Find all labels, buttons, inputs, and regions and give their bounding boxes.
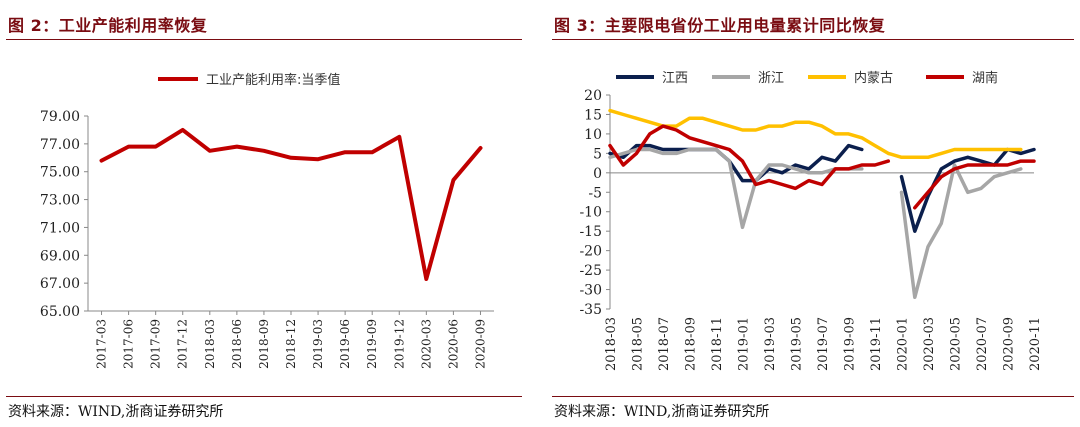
x-tick-label: 2018-03 <box>604 317 619 371</box>
legend-label-1: 浙江 <box>758 71 784 86</box>
right-figure-title: 图 3：主要限电省份工业用电量累计同比恢复 <box>554 16 886 35</box>
left-source-note: 资料来源：WIND,浙商证券研究所 <box>8 404 224 420</box>
x-tick-label: 2019-03 <box>763 317 778 371</box>
y-tick-label: 20 <box>584 88 602 104</box>
y-tick-label: 67.00 <box>40 276 80 292</box>
x-tick-label: 2019-03 <box>311 319 325 369</box>
left-panel: 图 2：工业产能利用率恢复 工业产能利用率:当季值 65.00 67.00 69.00… <box>0 0 528 427</box>
x-tick-label: 2018-05 <box>631 317 646 371</box>
y-tick-label: 0 <box>593 166 602 182</box>
legend-label-capacity: 工业产能利用率:当季值 <box>206 72 340 88</box>
series-line-3 <box>608 124 1036 210</box>
x-tick-label: 2020-09 <box>473 319 487 369</box>
y-tick-label: 77.00 <box>40 137 80 153</box>
right-title-rule <box>552 39 1074 40</box>
y-tick-label: 10 <box>584 127 602 143</box>
left-figure-title: 图 2：工业产能利用率恢复 <box>8 16 208 35</box>
y-tick-label: 75.00 <box>40 165 80 181</box>
x-tick-label: 2019-01 <box>737 317 752 371</box>
x-tick-label: 2020-03 <box>419 319 433 369</box>
x-tick-label: 2018-09 <box>684 317 699 371</box>
capacity-utilization-chart: 工业产能利用率:当季值 65.00 67.00 69.00 71.00 73.00 75.0… <box>40 72 494 369</box>
right-panel: 图 3：主要限电省份工业用电量累计同比恢复 江西 浙江 内蒙古 湖南 -35 -30 -25… <box>546 0 1080 427</box>
x-tick-label: 2018-03 <box>203 319 217 369</box>
x-tick-label: 2019-11 <box>869 317 884 371</box>
x-tick-label: 2020-11 <box>1028 317 1043 371</box>
x-tick-label: 2018-11 <box>710 317 725 371</box>
y-tick-label: 69.00 <box>40 248 80 264</box>
x-tick-label: 2019-07 <box>816 317 831 371</box>
series-line-1 <box>608 147 1023 300</box>
y-tick-label: -5 <box>588 185 602 201</box>
y-tick-label: 73.00 <box>40 193 80 209</box>
y-tick-label: 71.00 <box>40 220 80 236</box>
x-tick-label: 2020-05 <box>949 317 964 371</box>
x-tick-label: 2020-07 <box>975 317 990 371</box>
legend-label-3: 湖南 <box>972 70 998 86</box>
x-tick-label: 2019-09 <box>843 317 858 371</box>
y-tick-label: 65.00 <box>40 304 80 320</box>
y-tick-label: -35 <box>579 302 602 318</box>
x-tick-label: 2017-09 <box>149 319 163 369</box>
y-tick-label: -20 <box>579 244 602 260</box>
x-tick-label: 2019-12 <box>392 319 406 369</box>
legend-label-2: 内蒙古 <box>854 70 893 86</box>
series-line-capacity <box>99 127 483 281</box>
x-tick-label: 2019-09 <box>365 319 379 369</box>
x-tick-label: 2020-06 <box>446 319 460 369</box>
right-source-note: 资料来源：WIND,浙商证券研究所 <box>554 404 770 420</box>
legend-label-0: 江西 <box>662 71 688 86</box>
x-tick-label: 2020-09 <box>1002 317 1017 371</box>
left-source-rule <box>6 396 522 397</box>
x-tick-label: 2019-05 <box>790 317 805 371</box>
y-tick-label: 5 <box>593 146 602 162</box>
x-tick-label: 2017-12 <box>176 319 190 369</box>
x-tick-label: 2018-09 <box>257 319 271 369</box>
y-tick-label: -30 <box>579 283 602 299</box>
x-tick-label: 2020-01 <box>896 317 911 371</box>
x-tick-label: 2018-07 <box>657 317 672 371</box>
x-tick-label: 2018-06 <box>230 319 244 369</box>
right-source-rule <box>552 396 1074 397</box>
x-tick-label: 2018-12 <box>284 319 298 369</box>
series-line-0 <box>608 143 1036 233</box>
y-tick-label: -10 <box>579 205 602 221</box>
y-tick-label: -25 <box>579 263 602 279</box>
y-tick-label: 15 <box>584 107 602 123</box>
x-tick-label: 2019-06 <box>338 319 352 369</box>
x-tick-label: 2017-03 <box>95 319 109 369</box>
industrial-power-chart: 江西 浙江 内蒙古 湖南 -35 -30 -25 -20 -15 -10 -5 0 5 10 15 20 201… <box>579 70 1043 371</box>
y-tick-label: -15 <box>579 224 602 240</box>
left-title-rule <box>6 39 522 40</box>
series-line-2 <box>608 108 1023 160</box>
x-tick-label: 2020-03 <box>922 317 937 371</box>
x-tick-label: 2017-06 <box>122 319 136 369</box>
y-tick-label: 79.00 <box>40 109 80 125</box>
